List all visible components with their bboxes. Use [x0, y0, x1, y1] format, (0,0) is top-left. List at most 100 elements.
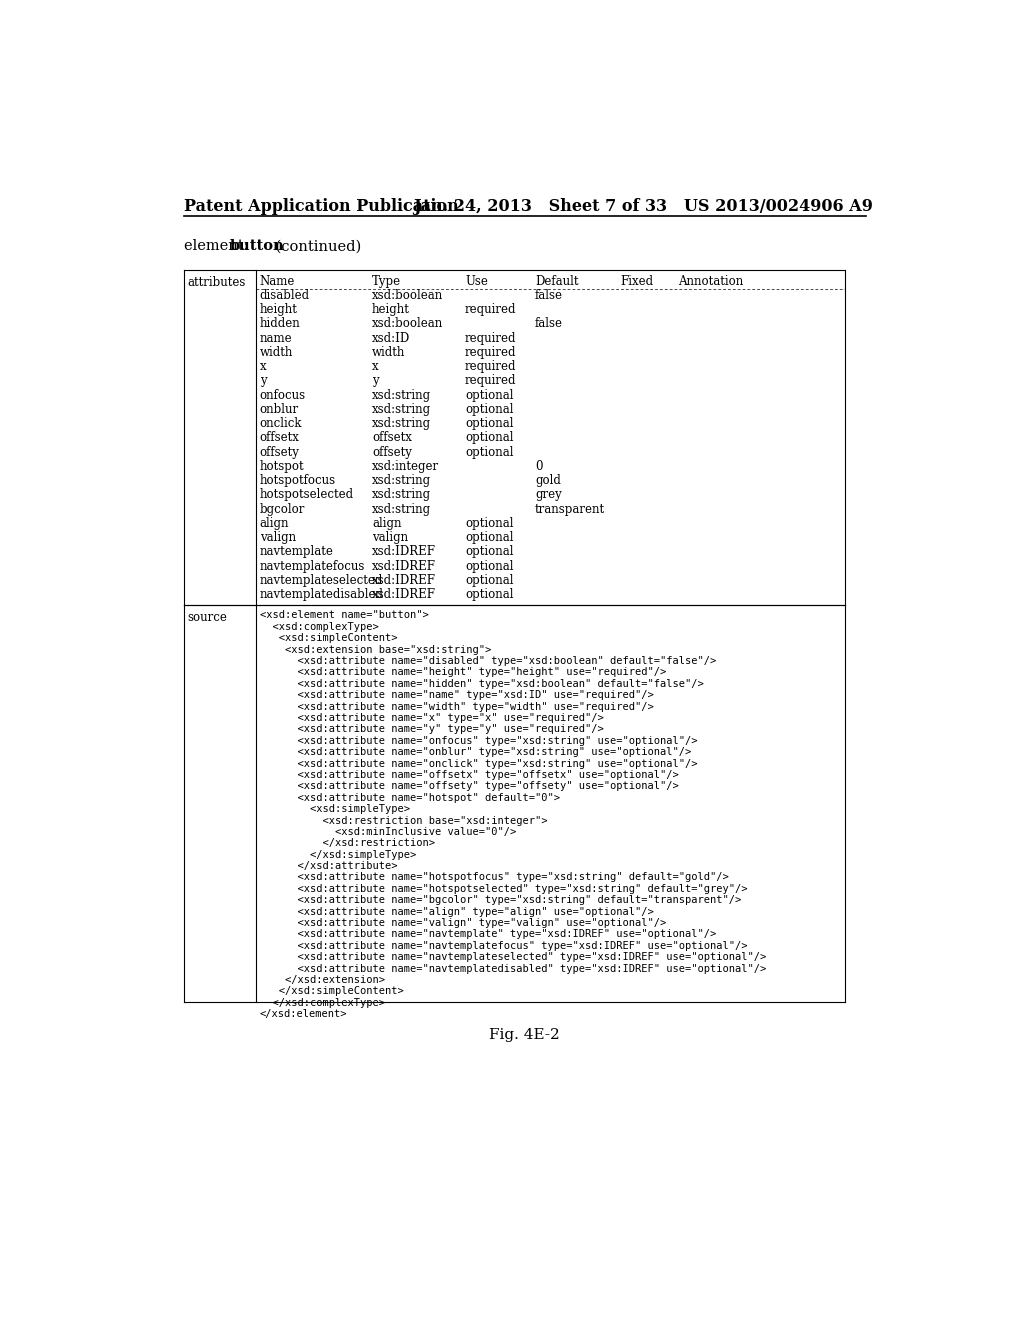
Text: <xsd:minInclusive value="0"/>: <xsd:minInclusive value="0"/>	[260, 826, 516, 837]
Text: optional: optional	[465, 589, 514, 601]
Text: <xsd:attribute name="valign" type="valign" use="optional"/>: <xsd:attribute name="valign" type="valig…	[260, 919, 666, 928]
Text: required: required	[465, 346, 517, 359]
Text: optional: optional	[465, 560, 514, 573]
Text: <xsd:attribute name="navtemplatefocus" type="xsd:IDREF" use="optional"/>: <xsd:attribute name="navtemplatefocus" t…	[260, 941, 748, 950]
Text: Fig. 4E-2: Fig. 4E-2	[489, 1028, 560, 1043]
Text: offsety: offsety	[372, 446, 412, 458]
Text: <xsd:attribute name="navtemplate" type="xsd:IDREF" use="optional"/>: <xsd:attribute name="navtemplate" type="…	[260, 929, 716, 940]
Text: navtemplatefocus: navtemplatefocus	[260, 560, 366, 573]
Text: source: source	[187, 611, 226, 624]
Text: hidden: hidden	[260, 317, 300, 330]
Text: Name: Name	[260, 275, 295, 288]
Text: hotspotselected: hotspotselected	[260, 488, 354, 502]
Text: <xsd:attribute name="offsetx" type="offsetx" use="optional"/>: <xsd:attribute name="offsetx" type="offs…	[260, 770, 679, 780]
Text: required: required	[465, 360, 517, 374]
Text: width: width	[372, 346, 406, 359]
Text: xsd:string: xsd:string	[372, 488, 431, 502]
Text: <xsd:attribute name="onclick" type="xsd:string" use="optional"/>: <xsd:attribute name="onclick" type="xsd:…	[260, 759, 697, 768]
Text: Default: Default	[535, 275, 579, 288]
Text: valign: valign	[372, 531, 409, 544]
Text: <xsd:simpleType>: <xsd:simpleType>	[260, 804, 410, 814]
Text: optional: optional	[465, 446, 514, 458]
Text: Fixed: Fixed	[621, 275, 653, 288]
Text: xsd:string: xsd:string	[372, 388, 431, 401]
Text: <xsd:attribute name="hotspot" default="0">: <xsd:attribute name="hotspot" default="0…	[260, 793, 560, 803]
Text: transparent: transparent	[535, 503, 605, 516]
Text: <xsd:attribute name="height" type="height" use="required"/>: <xsd:attribute name="height" type="heigh…	[260, 668, 666, 677]
Text: y: y	[372, 375, 379, 387]
Text: <xsd:attribute name="x" type="x" use="required"/>: <xsd:attribute name="x" type="x" use="re…	[260, 713, 603, 723]
Text: Type: Type	[372, 275, 401, 288]
Text: US 2013/0024906 A9: US 2013/0024906 A9	[684, 198, 873, 215]
Text: </xsd:element>: </xsd:element>	[260, 1010, 347, 1019]
Text: navtemplateselected: navtemplateselected	[260, 574, 383, 587]
Text: disabled: disabled	[260, 289, 310, 302]
Text: xsd:boolean: xsd:boolean	[372, 317, 443, 330]
Text: offsety: offsety	[260, 446, 300, 458]
Text: gold: gold	[535, 474, 561, 487]
Text: name: name	[260, 331, 293, 345]
Text: xsd:string: xsd:string	[372, 403, 431, 416]
Text: element:: element:	[183, 239, 253, 253]
Text: <xsd:attribute name="hotspotfocus" type="xsd:string" default="gold"/>: <xsd:attribute name="hotspotfocus" type=…	[260, 873, 728, 883]
Text: required: required	[465, 331, 517, 345]
Text: </xsd:simpleType>: </xsd:simpleType>	[260, 850, 416, 859]
Text: required: required	[465, 375, 517, 387]
Text: optional: optional	[465, 531, 514, 544]
Text: button: button	[229, 239, 284, 253]
Text: align: align	[372, 517, 401, 529]
Text: </xsd:restriction>: </xsd:restriction>	[260, 838, 435, 849]
Text: optional: optional	[465, 388, 514, 401]
Text: </xsd:simpleContent>: </xsd:simpleContent>	[260, 986, 403, 997]
Text: <xsd:attribute name="hotspotselected" type="xsd:string" default="grey"/>: <xsd:attribute name="hotspotselected" ty…	[260, 884, 748, 894]
Text: <xsd:attribute name="name" type="xsd:ID" use="required"/>: <xsd:attribute name="name" type="xsd:ID"…	[260, 690, 653, 700]
Text: xsd:boolean: xsd:boolean	[372, 289, 443, 302]
Text: grey: grey	[535, 488, 561, 502]
Text: attributes: attributes	[187, 276, 246, 289]
Text: x: x	[372, 360, 379, 374]
Text: </xsd:complexType>: </xsd:complexType>	[260, 998, 385, 1008]
Text: Annotation: Annotation	[678, 275, 743, 288]
Text: <xsd:attribute name="onblur" type="xsd:string" use="optional"/>: <xsd:attribute name="onblur" type="xsd:s…	[260, 747, 691, 758]
Text: optional: optional	[465, 403, 514, 416]
Text: xsd:IDREF: xsd:IDREF	[372, 560, 436, 573]
Text: <xsd:attribute name="width" type="width" use="required"/>: <xsd:attribute name="width" type="width"…	[260, 701, 653, 711]
Text: xsd:IDREF: xsd:IDREF	[372, 574, 436, 587]
Text: bgcolor: bgcolor	[260, 503, 305, 516]
Text: optional: optional	[465, 417, 514, 430]
Text: xsd:IDREF: xsd:IDREF	[372, 589, 436, 601]
Text: y: y	[260, 375, 266, 387]
Text: valign: valign	[260, 531, 296, 544]
Text: <xsd:attribute name="onfocus" type="xsd:string" use="optional"/>: <xsd:attribute name="onfocus" type="xsd:…	[260, 735, 697, 746]
Text: navtemplatedisabled: navtemplatedisabled	[260, 589, 384, 601]
Text: false: false	[535, 289, 563, 302]
Text: <xsd:simpleContent>: <xsd:simpleContent>	[260, 634, 397, 643]
Text: (continued): (continued)	[271, 239, 361, 253]
Text: <xsd:attribute name="disabled" type="xsd:boolean" default="false"/>: <xsd:attribute name="disabled" type="xsd…	[260, 656, 716, 667]
Text: optional: optional	[465, 432, 514, 445]
Text: onblur: onblur	[260, 403, 299, 416]
Text: <xsd:attribute name="hidden" type="xsd:boolean" default="false"/>: <xsd:attribute name="hidden" type="xsd:b…	[260, 678, 703, 689]
Text: onfocus: onfocus	[260, 388, 306, 401]
Text: <xsd:extension base="xsd:string">: <xsd:extension base="xsd:string">	[260, 644, 490, 655]
Text: Use: Use	[465, 275, 488, 288]
Text: width: width	[260, 346, 293, 359]
Text: <xsd:attribute name="navtemplateselected" type="xsd:IDREF" use="optional"/>: <xsd:attribute name="navtemplateselected…	[260, 952, 766, 962]
Text: x: x	[260, 360, 266, 374]
Text: </xsd:attribute>: </xsd:attribute>	[260, 861, 397, 871]
Text: xsd:string: xsd:string	[372, 474, 431, 487]
Text: <xsd:restriction base="xsd:integer">: <xsd:restriction base="xsd:integer">	[260, 816, 547, 825]
Text: <xsd:element name="button">: <xsd:element name="button">	[260, 610, 428, 620]
Text: optional: optional	[465, 574, 514, 587]
Text: false: false	[535, 317, 563, 330]
Text: required: required	[465, 304, 517, 317]
Text: <xsd:attribute name="offsety" type="offsety" use="optional"/>: <xsd:attribute name="offsety" type="offs…	[260, 781, 679, 791]
Text: <xsd:attribute name="y" type="y" use="required"/>: <xsd:attribute name="y" type="y" use="re…	[260, 725, 603, 734]
Text: xsd:string: xsd:string	[372, 417, 431, 430]
Text: <xsd:attribute name="bgcolor" type="xsd:string" default="transparent"/>: <xsd:attribute name="bgcolor" type="xsd:…	[260, 895, 741, 906]
Text: <xsd:attribute name="navtemplatedisabled" type="xsd:IDREF" use="optional"/>: <xsd:attribute name="navtemplatedisabled…	[260, 964, 766, 974]
Text: height: height	[372, 304, 410, 317]
Text: xsd:IDREF: xsd:IDREF	[372, 545, 436, 558]
Text: hotspot: hotspot	[260, 459, 304, 473]
Text: Patent Application Publication: Patent Application Publication	[183, 198, 459, 215]
